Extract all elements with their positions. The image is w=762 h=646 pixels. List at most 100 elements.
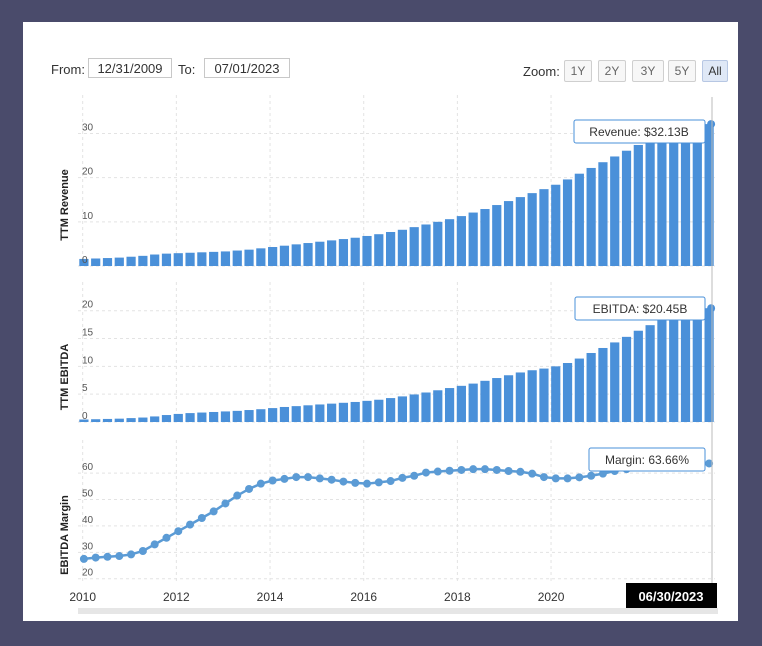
revenue-y-tick-label: 20 xyxy=(82,167,94,178)
revenue-bar xyxy=(197,252,207,266)
margin-point xyxy=(91,553,100,562)
margin-point xyxy=(209,507,218,516)
zoom-3y-button[interactable]: 3Y xyxy=(632,60,664,82)
margin-point xyxy=(469,465,478,474)
margin-point xyxy=(186,520,195,529)
ebitda-bar xyxy=(268,408,278,422)
revenue-bar xyxy=(586,167,596,266)
margin-point xyxy=(457,465,466,474)
ebitda-bar xyxy=(102,418,113,422)
revenue-bar xyxy=(91,258,101,266)
margin-point xyxy=(363,479,372,488)
margin-point xyxy=(421,468,430,477)
ebitda-bar xyxy=(586,352,596,422)
revenue-bar xyxy=(527,193,537,266)
margin-point xyxy=(516,467,525,476)
margin-y-tick-label: 20 xyxy=(82,568,94,579)
revenue-bar xyxy=(209,251,219,266)
zoom-all-button[interactable]: All xyxy=(702,60,728,82)
margin-point xyxy=(268,476,277,485)
revenue-bar xyxy=(421,224,431,266)
ebitda-bar xyxy=(150,416,160,422)
margin-point xyxy=(150,540,159,549)
zoom-2y-button[interactable]: 2Y xyxy=(598,60,626,82)
margin-point xyxy=(528,469,537,478)
revenue-bar xyxy=(680,125,691,266)
margin-point xyxy=(480,465,489,474)
margin-tooltip-text: Margin: 63.66% xyxy=(605,453,689,467)
margin-point xyxy=(575,473,584,482)
x-tick-label: 2012 xyxy=(163,590,190,604)
revenue-y-tick-label: 30 xyxy=(82,123,94,134)
revenue-bar xyxy=(338,239,349,266)
margin-point xyxy=(245,484,254,493)
ebitda-bar xyxy=(374,399,384,422)
ebitda-bar xyxy=(456,385,466,422)
revenue-bar xyxy=(374,234,384,266)
margin-point xyxy=(398,473,407,482)
revenue-y-tick-label: 0 xyxy=(82,255,88,266)
ebitda-bar xyxy=(480,380,490,422)
ebitda-bar xyxy=(539,368,549,422)
ebitda-bar xyxy=(350,401,360,422)
revenue-bar xyxy=(279,245,290,266)
date-badge: 06/30/2023 xyxy=(626,583,717,609)
ebitda-bar xyxy=(220,411,231,422)
zoom-1y-button[interactable]: 1Y xyxy=(564,60,592,82)
revenue-bar xyxy=(220,251,231,266)
revenue-bar xyxy=(327,240,337,266)
revenue-bar xyxy=(610,156,620,266)
from-date-input[interactable] xyxy=(88,58,172,78)
margin-line xyxy=(83,462,710,561)
ebitda-bar xyxy=(209,411,219,422)
revenue-bar xyxy=(315,241,325,266)
revenue-bar xyxy=(350,237,360,266)
navigator-scrollbar[interactable] xyxy=(78,608,718,614)
ebitda-end-marker xyxy=(707,304,716,313)
ebitda-bar xyxy=(338,402,349,422)
revenue-tooltip-text: Revenue: $32.13B xyxy=(589,125,688,139)
to-date-input[interactable] xyxy=(204,58,290,78)
ebitda-bar xyxy=(386,398,396,422)
revenue-bar xyxy=(161,253,172,266)
ebitda-bar xyxy=(574,358,584,422)
ebitda-bar xyxy=(421,392,431,422)
revenue-bar xyxy=(645,139,655,266)
ebitda-bar xyxy=(598,347,608,422)
margin-y-tick-label: 60 xyxy=(82,462,94,473)
ebitda-bar xyxy=(409,394,419,422)
ebitda-bar xyxy=(492,378,502,422)
margin-point xyxy=(433,467,442,476)
ebitda-bar xyxy=(126,418,136,422)
margin-axis-title: EBITDA Margin xyxy=(59,495,71,575)
zoom-5y-button[interactable]: 5Y xyxy=(668,60,696,82)
margin-point xyxy=(705,459,714,468)
revenue-bar xyxy=(562,179,573,266)
revenue-tooltip: Revenue: $32.13B xyxy=(573,119,706,144)
ebitda-bar xyxy=(244,410,254,422)
ebitda-bar xyxy=(291,406,301,422)
ebitda-tooltip-text: EBITDA: $20.45B xyxy=(593,302,688,316)
margin-point xyxy=(103,552,112,561)
margin-point xyxy=(563,474,572,483)
chart-card: From: To: Zoom: 1Y 2Y 3Y 5Y All TTM Reve… xyxy=(23,22,738,621)
ebitda-bar xyxy=(327,403,337,422)
revenue-bar xyxy=(114,257,124,266)
ebitda-bar xyxy=(551,366,561,422)
revenue-bar xyxy=(126,256,136,266)
margin-tooltip: Margin: 63.66% xyxy=(588,447,706,472)
ebitda-y-tick-label: 20 xyxy=(82,300,94,311)
revenue-bar xyxy=(539,189,549,266)
margin-point xyxy=(386,477,395,486)
ebitda-axis-title: TTM EBITDA xyxy=(59,344,71,411)
revenue-bar xyxy=(551,184,561,266)
ebitda-bar xyxy=(444,388,455,422)
revenue-bar xyxy=(503,201,514,266)
revenue-bar xyxy=(574,173,584,266)
ebitda-bar xyxy=(79,419,89,422)
ebitda-tooltip: EBITDA: $20.45B xyxy=(574,296,706,321)
revenue-bar xyxy=(303,243,313,266)
margin-point xyxy=(551,474,560,483)
margin-point xyxy=(221,499,230,508)
revenue-bar xyxy=(492,205,502,266)
